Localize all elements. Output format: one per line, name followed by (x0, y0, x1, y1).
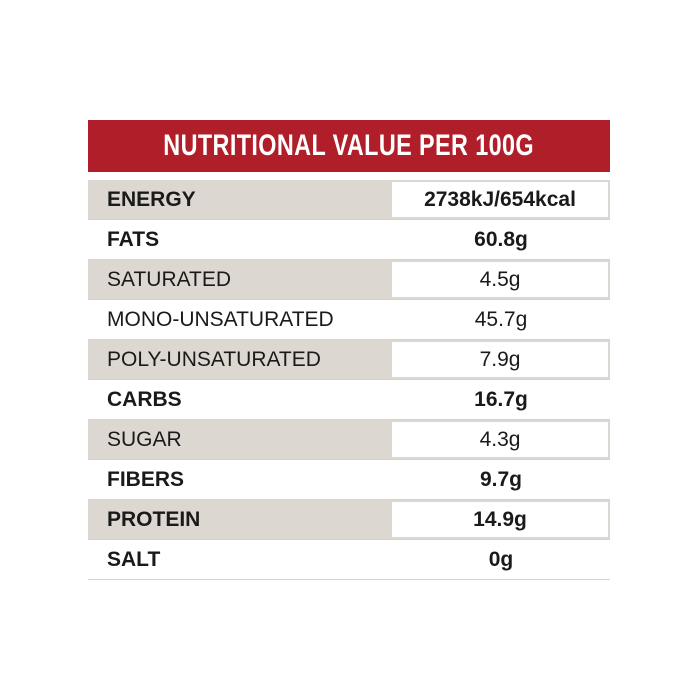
nutrient-name: PROTEIN (88, 500, 392, 539)
nutrient-name: POLY-UNSATURATED (88, 340, 392, 379)
nutrient-value: 0g (488, 547, 514, 571)
nutrition-table: NUTRITIONAL VALUE PER 100G ENERGY 2738kJ/… (88, 120, 610, 580)
nutrient-name: FATS (107, 227, 160, 251)
table-row: POLY-UNSATURATED 7.9g (88, 340, 610, 380)
nutrient-name: FIBERS (107, 467, 185, 491)
table-row: MONO-UNSATURATED 45.7g (88, 300, 610, 340)
nutrient-value: 16.7g (474, 387, 528, 411)
nutrient-value: 14.9g (392, 500, 610, 539)
nutrient-value: 9.7g (479, 467, 523, 491)
nutrient-name: MONO-UNSATURATED (107, 307, 334, 331)
nutrient-name: SATURATED (88, 260, 392, 299)
table-row: ENERGY 2738kJ/654kcal (88, 180, 610, 220)
table-row: FIBERS 9.7g (88, 460, 610, 500)
table-header: NUTRITIONAL VALUE PER 100G (88, 120, 610, 172)
header-text: NUTRITIONAL VALUE PER 100G (163, 129, 535, 162)
table-row: CARBS 16.7g (88, 380, 610, 420)
table-row: FATS 60.8g (88, 220, 610, 260)
table-row: SUGAR 4.3g (88, 420, 610, 460)
nutrient-value: 2738kJ/654kcal (392, 180, 610, 219)
nutrient-value: 45.7g (474, 307, 528, 331)
nutrient-name: SUGAR (88, 420, 392, 459)
table-row: PROTEIN 14.9g (88, 500, 610, 540)
nutrient-value: 4.5g (392, 260, 610, 299)
nutrient-value: 4.3g (392, 420, 610, 459)
table-row: SALT 0g (88, 540, 610, 580)
nutrient-value: 60.8g (474, 227, 528, 251)
nutrient-name: ENERGY (88, 180, 392, 219)
table-body: ENERGY 2738kJ/654kcal FATS 60.8g SATURATED 4.… (88, 180, 610, 580)
nutrient-value: 7.9g (392, 340, 610, 379)
nutrient-name: SALT (107, 547, 161, 571)
table-row: SATURATED 4.5g (88, 260, 610, 300)
nutrient-name: CARBS (107, 387, 182, 411)
